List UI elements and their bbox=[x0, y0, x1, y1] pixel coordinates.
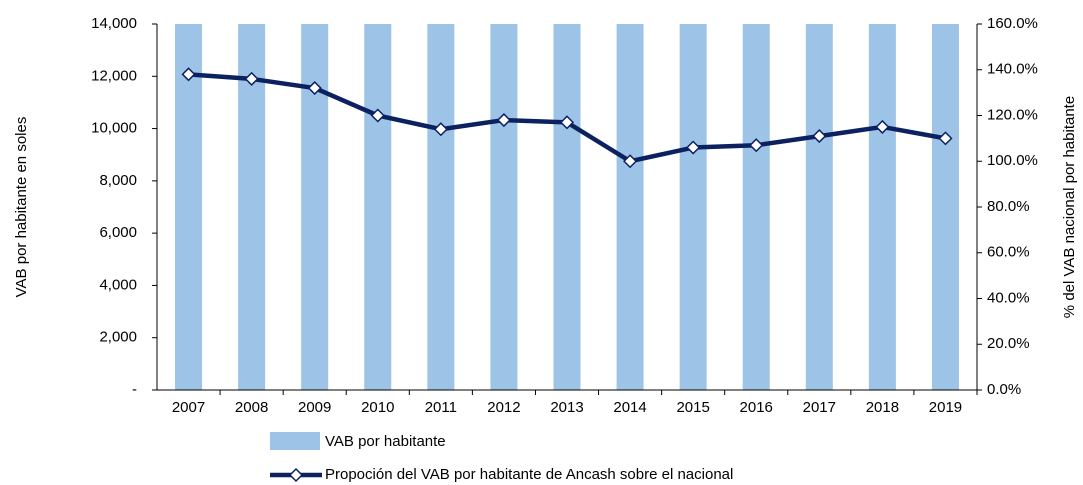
x-tick-label: 2011 bbox=[425, 399, 457, 416]
y2-tick-label: 0.0% bbox=[987, 381, 1021, 398]
bar bbox=[427, 24, 455, 390]
bar bbox=[616, 24, 644, 390]
x-tick-label: 2019 bbox=[929, 399, 962, 416]
bar bbox=[490, 24, 518, 390]
bar bbox=[868, 24, 896, 390]
y2-tick-label: 140.0% bbox=[987, 61, 1038, 78]
x-tick-label: 2016 bbox=[740, 399, 773, 416]
y-tick-label: 12,000 bbox=[91, 67, 137, 84]
line-marker bbox=[938, 131, 953, 146]
x-tick-label: 2007 bbox=[172, 399, 205, 416]
bar bbox=[679, 24, 707, 390]
legend-swatch bbox=[270, 432, 320, 450]
y-tick-label: 8,000 bbox=[99, 172, 137, 189]
line-marker bbox=[559, 115, 575, 130]
line-marker bbox=[749, 138, 764, 153]
legend-label: VAB por habitante bbox=[325, 433, 446, 450]
line-marker bbox=[370, 108, 385, 123]
y2-tick-label: 160.0% bbox=[987, 15, 1038, 32]
line-marker bbox=[433, 122, 448, 137]
line-marker bbox=[686, 140, 701, 155]
x-tick-label: 2010 bbox=[361, 399, 394, 416]
y2-axis-label: % del VAB nacional por habitante bbox=[1061, 96, 1078, 318]
x-tick-label: 2009 bbox=[298, 399, 331, 416]
legend-label: Propoción del VAB por habitante de Ancas… bbox=[325, 466, 733, 483]
line-marker bbox=[875, 119, 890, 134]
y-tick-label: 6,000 bbox=[99, 224, 137, 241]
legend-marker bbox=[288, 467, 304, 483]
bar bbox=[364, 24, 392, 390]
y-tick-label: 10,000 bbox=[91, 120, 137, 137]
line-marker bbox=[244, 71, 259, 86]
x-tick-label: 2018 bbox=[866, 399, 899, 416]
line-marker bbox=[181, 67, 196, 82]
bar bbox=[175, 24, 203, 390]
bar bbox=[742, 24, 770, 390]
bar bbox=[553, 24, 581, 390]
x-tick-label: 2015 bbox=[676, 399, 709, 416]
x-tick-label: 2017 bbox=[803, 399, 836, 416]
y2-tick-label: 80.0% bbox=[987, 198, 1030, 215]
x-tick-label: 2012 bbox=[487, 399, 520, 416]
y-tick-label: - bbox=[132, 381, 137, 398]
bar bbox=[931, 24, 959, 390]
y2-tick-label: 20.0% bbox=[987, 335, 1030, 352]
x-tick-label: 2008 bbox=[235, 399, 268, 416]
bar bbox=[301, 24, 329, 390]
y2-tick-label: 60.0% bbox=[987, 244, 1030, 261]
y2-tick-label: 120.0% bbox=[987, 106, 1038, 123]
x-tick-label: 2013 bbox=[550, 399, 583, 416]
y-axis-label: VAB por habitante en soles bbox=[13, 117, 30, 298]
y2-tick-label: 100.0% bbox=[987, 152, 1038, 169]
y2-tick-label: 40.0% bbox=[987, 289, 1030, 306]
bar bbox=[805, 24, 833, 390]
x-tick-label: 2014 bbox=[613, 399, 646, 416]
y-tick-label: 4,000 bbox=[99, 276, 137, 293]
y-tick-label: 2,000 bbox=[99, 329, 137, 346]
line-marker bbox=[307, 80, 322, 96]
line-marker bbox=[496, 113, 511, 128]
line-marker bbox=[812, 129, 827, 144]
y-tick-label: 14,000 bbox=[91, 15, 137, 32]
line-marker bbox=[623, 154, 638, 169]
